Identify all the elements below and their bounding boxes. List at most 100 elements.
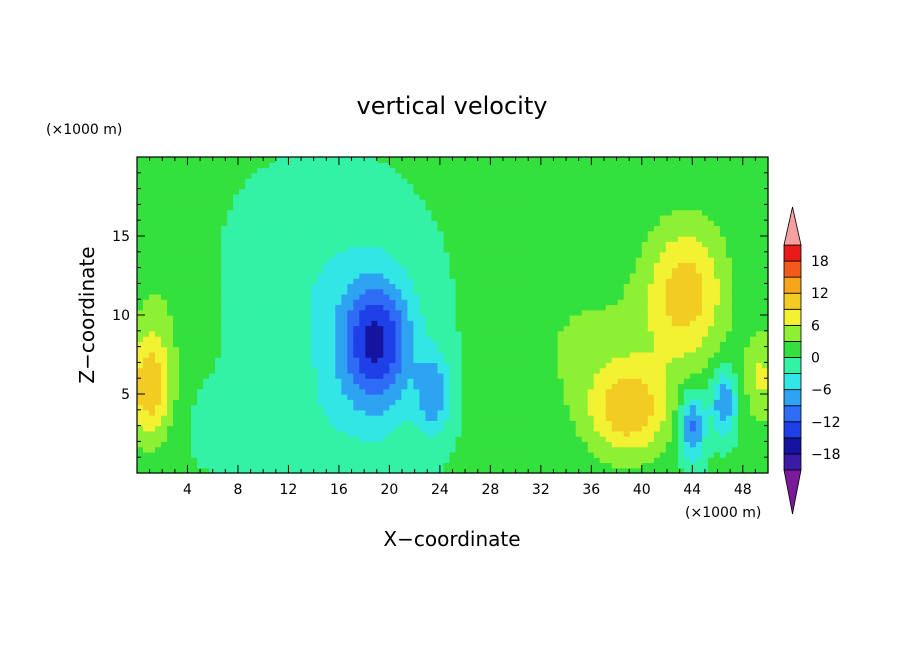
contour-cell xyxy=(569,325,577,332)
contour-cell xyxy=(617,288,625,295)
contour-cell xyxy=(599,394,607,400)
contour-cell xyxy=(545,346,553,353)
contour-cell xyxy=(545,241,553,248)
contour-cell xyxy=(527,236,535,242)
contour-cell xyxy=(395,430,403,437)
contour-cell xyxy=(197,336,204,342)
contour-cell xyxy=(545,467,553,474)
contour-cell xyxy=(173,436,180,442)
contour-cell xyxy=(323,257,330,263)
contour-cell xyxy=(263,209,270,216)
contour-cell xyxy=(491,394,499,400)
contour-cell xyxy=(431,357,439,363)
contour-cell xyxy=(569,399,577,406)
contour-cell xyxy=(221,241,228,248)
contour-cell xyxy=(383,283,390,290)
contour-cell xyxy=(167,441,174,448)
contour-cell xyxy=(629,404,637,411)
contour-cell xyxy=(449,378,457,385)
contour-cell xyxy=(521,193,529,200)
contour-cell xyxy=(461,362,469,369)
contour-cell xyxy=(251,162,258,169)
contour-cell xyxy=(233,436,240,442)
contour-cell xyxy=(203,309,210,316)
contour-cell xyxy=(485,193,493,200)
contour-cell xyxy=(557,436,565,442)
contour-cell xyxy=(527,178,535,184)
contour-cell xyxy=(371,299,378,306)
contour-cell xyxy=(425,299,433,306)
contour-cell xyxy=(545,188,553,195)
contour-cell xyxy=(149,193,156,200)
contour-cell xyxy=(437,183,445,190)
contour-cell xyxy=(557,225,565,232)
contour-cell xyxy=(299,394,306,400)
contour-cell xyxy=(215,193,222,200)
contour-cell xyxy=(569,378,577,385)
contour-cell xyxy=(539,309,547,316)
contour-cell xyxy=(323,293,330,300)
contour-cell xyxy=(467,451,475,458)
contour-cell xyxy=(521,404,529,411)
contour-cell xyxy=(467,304,475,311)
contour-cell xyxy=(503,320,511,327)
contour-cell xyxy=(395,451,403,458)
contour-cell xyxy=(497,262,505,269)
contour-cell xyxy=(341,288,348,295)
contour-cell xyxy=(557,462,565,469)
contour-cell xyxy=(425,230,433,237)
contour-cell xyxy=(293,214,300,221)
contour-cell xyxy=(611,330,619,337)
contour-cell xyxy=(629,320,637,327)
contour-cell xyxy=(389,167,397,174)
contour-cell xyxy=(209,462,216,469)
contour-cell xyxy=(209,436,216,442)
contour-cell xyxy=(383,251,390,258)
contour-cell xyxy=(161,457,168,464)
contour-cell xyxy=(485,172,493,179)
contour-cell xyxy=(161,293,168,300)
contour-cell xyxy=(137,467,144,474)
contour-cell xyxy=(569,446,577,453)
contour-cell xyxy=(515,193,523,200)
contour-cell xyxy=(311,293,318,300)
contour-cell xyxy=(407,451,415,458)
contour-cell xyxy=(491,467,499,474)
contour-cell xyxy=(251,320,258,327)
contour-cell xyxy=(173,293,180,300)
contour-cell xyxy=(629,315,637,321)
contour-cell xyxy=(593,251,601,258)
contour-cell xyxy=(155,309,162,316)
contour-cell xyxy=(407,167,415,174)
contour-cell xyxy=(317,267,324,274)
contour-cell xyxy=(503,351,511,358)
contour-cell xyxy=(233,315,240,321)
contour-cell xyxy=(377,162,384,169)
contour-cell xyxy=(245,183,252,190)
contour-cell xyxy=(341,209,348,216)
contour-cell xyxy=(593,415,601,421)
contour-cell xyxy=(281,320,288,327)
contour-cell xyxy=(239,346,246,353)
contour-cell xyxy=(185,462,192,469)
contour-cell xyxy=(329,441,336,448)
contour-cell xyxy=(173,183,180,190)
contour-cell xyxy=(419,214,427,221)
contour-cell xyxy=(311,262,318,269)
contour-cell xyxy=(425,188,433,195)
contour-cell xyxy=(467,346,475,353)
contour-cell xyxy=(389,230,397,237)
contour-cell xyxy=(251,220,258,227)
contour-cell xyxy=(539,214,547,221)
contour-cell xyxy=(137,415,144,421)
contour-cell xyxy=(395,441,403,448)
contour-cell xyxy=(275,325,282,332)
contour-cell xyxy=(197,357,204,363)
contour-cell xyxy=(227,357,234,363)
contour-cell xyxy=(263,336,270,342)
contour-cell xyxy=(545,367,553,374)
contour-cell xyxy=(383,157,390,163)
contour-cell xyxy=(545,315,553,321)
contour-cell xyxy=(425,167,433,174)
contour-cell xyxy=(203,446,210,453)
